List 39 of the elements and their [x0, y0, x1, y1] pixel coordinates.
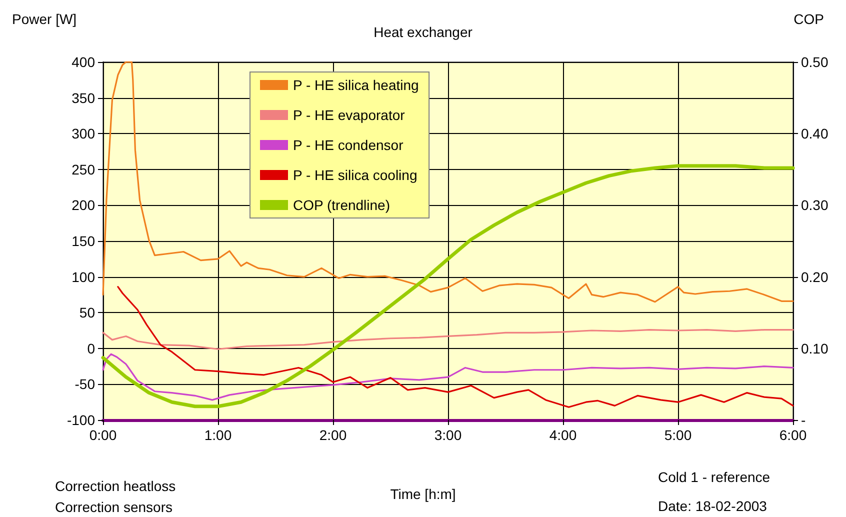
- x-tick-label: 5:00: [664, 427, 692, 443]
- legend-label: COP (trendline): [293, 197, 390, 213]
- legend-label: P - HE silica cooling: [293, 167, 418, 183]
- y-tick-label: 200: [72, 197, 96, 214]
- x-tick-label: 4:00: [549, 427, 577, 443]
- x-axis-title: Time [h:m]: [390, 486, 456, 502]
- x-tick-label: 0:00: [89, 427, 117, 443]
- y2-tick-label: 0.30: [801, 197, 828, 214]
- y-tick-label: 300: [72, 126, 96, 142]
- x-tick-label: 1:00: [204, 427, 232, 443]
- legend-label: P - HE condensor: [293, 137, 404, 153]
- y-axis-title: Power [W]: [12, 11, 77, 27]
- y2-tick-label: 0.50: [801, 54, 828, 70]
- y-tick-label: 0: [87, 340, 96, 356]
- text: Correction heatloss: [55, 478, 176, 494]
- x-tick-label: 2:00: [319, 427, 347, 443]
- legend-label: P - HE silica heating: [293, 77, 419, 93]
- text: Date: 18-02-2003: [658, 498, 768, 514]
- legend-label: P - HE evaporator: [293, 107, 406, 123]
- y-tick-label: 250: [72, 161, 96, 178]
- x-tick-label: 6:00: [779, 427, 807, 443]
- y2-tick-label: -: [801, 412, 806, 428]
- text: Cold 1 - reference: [658, 469, 770, 485]
- y2-tick-label: 0.10: [801, 340, 828, 356]
- y2-tick-label: 0.20: [801, 268, 828, 285]
- y-tick-label: 350: [72, 90, 96, 106]
- y-tick-label: -100: [66, 412, 96, 428]
- y-tick-label: 150: [72, 233, 96, 249]
- line-series: [101, 164, 795, 408]
- y2-axis-title: COP: [794, 11, 824, 27]
- y-tick-label: -50: [74, 376, 96, 392]
- x-tick-label: 3:00: [434, 427, 462, 443]
- y2-tick-label: 0.40: [801, 126, 828, 142]
- text: Correction sensors: [55, 499, 172, 515]
- chart-title: Heat exchanger: [374, 24, 473, 40]
- line-series: [117, 286, 794, 408]
- y-tick-label: 50: [79, 304, 96, 321]
- y-tick-label: 400: [72, 54, 96, 70]
- y-tick-label: 100: [72, 268, 96, 285]
